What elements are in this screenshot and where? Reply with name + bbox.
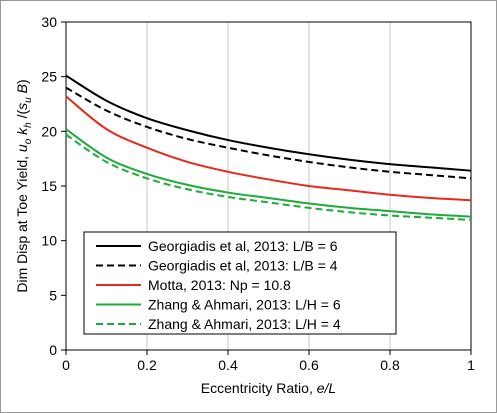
y-tick-label: 15 xyxy=(41,178,57,194)
series-line-4 xyxy=(65,128,472,218)
series-lines xyxy=(65,74,472,221)
y-axis-label-u-sub: o xyxy=(23,138,34,144)
y-axis-label-s: s xyxy=(14,103,30,110)
x-tick-label: 0.4 xyxy=(218,357,238,373)
y-axis-label-main: Dim Disp at Toe Yield, xyxy=(14,152,30,293)
y-tick-label: 20 xyxy=(41,123,57,139)
legend-label-3: Motta, 2013: Np = 10.8 xyxy=(148,277,291,293)
y-axis-label: Dim Disp at Toe Yield, uo kh /(su B) xyxy=(14,79,34,292)
legend-label-5: Zhang & Ahmari, 2013: L/H = 4 xyxy=(148,316,341,332)
legend-box xyxy=(83,231,397,335)
legend-label-2: Georgiadis et al, 2013: L/B = 4 xyxy=(148,258,338,274)
y-axis-label-close: ) xyxy=(14,79,30,84)
y-tick-label: 10 xyxy=(41,233,57,249)
x-tick-label: 0.2 xyxy=(137,357,157,373)
series-line-5 xyxy=(65,133,472,221)
series-line-3 xyxy=(65,95,472,202)
y-axis-label-k-sub: h xyxy=(23,122,34,128)
series-line-2 xyxy=(65,86,472,180)
legend-label-1: Georgiadis et al, 2013: L/B = 6 xyxy=(148,238,338,254)
y-axis-label-u: u xyxy=(14,144,30,152)
x-axis-label-var: e/L xyxy=(317,380,336,396)
y-axis-label-B: B xyxy=(14,84,30,93)
y-axis-label-k: k xyxy=(14,127,30,135)
x-axis-label: Eccentricity Ratio, e/L xyxy=(201,380,336,396)
legend: Georgiadis et al, 2013: L/B = 6 Georgiadi… xyxy=(83,231,397,335)
y-tick-label: 0 xyxy=(49,342,57,358)
y-tick-label: 5 xyxy=(49,287,57,303)
y-axis-label-s-sub: u xyxy=(23,97,34,103)
series-line-1 xyxy=(65,74,472,172)
x-tick-label: 0 xyxy=(62,357,70,373)
y-tick-label: 30 xyxy=(41,14,57,30)
x-axis-label-main: Eccentricity Ratio, xyxy=(201,380,317,396)
x-tick-label: 0.6 xyxy=(299,357,319,373)
x-tick-label: 0.8 xyxy=(380,357,400,373)
legend-label-4: Zhang & Ahmari, 2013: L/H = 6 xyxy=(148,297,341,313)
y-tick-label: 25 xyxy=(41,69,57,85)
y-axis-label-div: /( xyxy=(14,109,30,122)
x-tick-label: 1 xyxy=(467,357,475,373)
